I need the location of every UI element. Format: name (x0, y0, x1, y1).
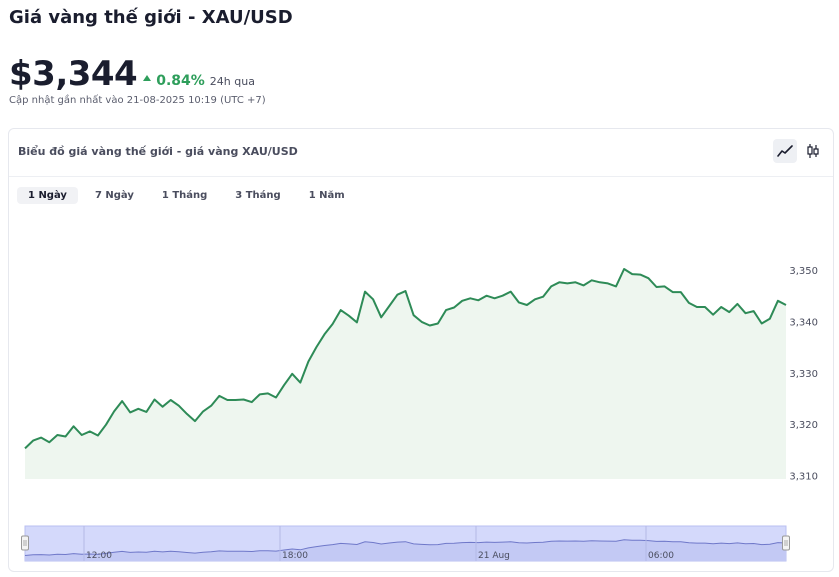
navigator-line (24, 539, 787, 556)
chart-card-header: Biểu đồ giá vàng thế giới - giá vàng XAU… (9, 129, 833, 177)
tab-7-days[interactable]: 7 Ngày (94, 190, 134, 201)
plot-area (24, 268, 787, 479)
last-updated: Cập nhật gần nhất vào 21-08-2025 10:19 (… (9, 95, 266, 106)
tab-1-month[interactable]: 1 Tháng (161, 190, 208, 201)
change-period: 24h qua (209, 75, 255, 88)
price-area-fill (25, 269, 786, 479)
range-tabs: 1 Ngày 7 Ngày 1 Tháng 3 Tháng 1 Năm (17, 187, 356, 204)
navigator-area (25, 539, 786, 561)
line-chart-button[interactable] (773, 139, 797, 163)
line-chart-icon (777, 145, 793, 157)
price-line (24, 268, 787, 450)
price-row: $3,344 0.84% 24h qua (9, 54, 255, 94)
navigator-label: 06:00 (648, 551, 674, 561)
navigator-left-handle[interactable] (21, 535, 29, 551)
navigator-right-handle[interactable] (782, 535, 790, 551)
navigator-label: 21 Aug (478, 551, 510, 561)
chart-card-title: Biểu đồ giá vàng thế giới - giá vàng XAU… (18, 145, 298, 158)
candlestick-icon (807, 144, 819, 158)
tab-1-year[interactable]: 1 Năm (308, 190, 345, 201)
tab-1-day[interactable]: 1 Ngày (17, 187, 78, 204)
navigator-label: 18:00 (282, 551, 308, 561)
y-tick-label: 3,350 (789, 266, 818, 277)
y-tick-label: 3,330 (789, 369, 818, 380)
page-title: Giá vàng thế giới - XAU/USD (9, 7, 293, 28)
y-tick-label: 3,320 (789, 420, 818, 431)
range-navigator[interactable]: 12:00 18:00 21 Aug 06:00 (21, 525, 790, 562)
y-axis: 3,350 3,340 3,330 3,320 3,310 (789, 266, 818, 483)
candlestick-button[interactable] (801, 139, 825, 163)
triangle-up-icon (143, 75, 152, 81)
tab-3-months[interactable]: 3 Tháng (235, 190, 281, 201)
change-percent: 0.84% (156, 73, 205, 89)
current-price: $3,344 (9, 54, 138, 94)
navigator-label: 12:00 (86, 551, 112, 561)
y-tick-label: 3,310 (789, 472, 818, 483)
y-tick-label: 3,340 (789, 317, 818, 328)
chart-type-toggle (773, 139, 825, 163)
